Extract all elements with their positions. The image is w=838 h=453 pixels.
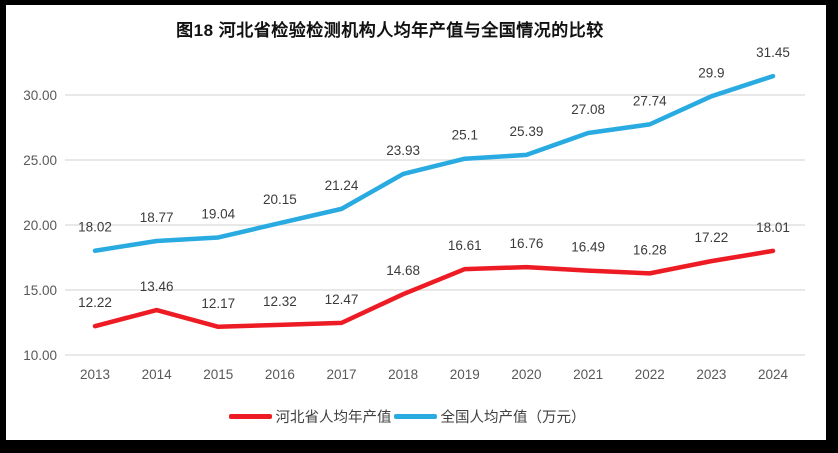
x-tick-label: 2016 (265, 367, 295, 382)
legend-label-hebei: 河北省人均年产值 (275, 410, 392, 426)
data-label: 18.02 (78, 220, 112, 235)
data-label: 16.61 (448, 238, 482, 253)
legend-label-national: 全国人均产值（万元） (440, 410, 586, 426)
data-label: 12.22 (78, 295, 112, 310)
legend: 河北省人均年产值 全国人均产值（万元） (6, 406, 808, 427)
y-tick-label: 15.00 (23, 283, 57, 298)
data-label: 18.77 (140, 210, 174, 225)
line-chart-plot-area: 10.00 15.00 20.00 25.00 30.00 2013 2014 2015 201… (23, 45, 805, 382)
data-label: 12.32 (263, 294, 297, 309)
data-label: 25.1 (452, 128, 478, 143)
data-label: 31.45 (756, 45, 790, 60)
data-label: 17.22 (694, 230, 728, 245)
data-label: 27.08 (571, 102, 605, 117)
data-label: 16.76 (510, 236, 544, 251)
data-label: 27.74 (633, 93, 667, 108)
x-tick-label: 2013 (80, 367, 110, 382)
series-line (92, 248, 776, 330)
data-label: 13.46 (140, 279, 174, 294)
blue-line-swatch-icon (393, 414, 437, 419)
data-label: 25.39 (510, 124, 544, 139)
x-tick-label: 2018 (388, 367, 418, 382)
data-label: 23.93 (386, 143, 420, 158)
data-label: 20.15 (263, 192, 297, 207)
y-tick-label: 10.00 (23, 348, 57, 363)
x-tick-label: 2024 (758, 367, 789, 382)
data-label: 29.9 (698, 65, 724, 80)
legend-item-hebei: 河北省人均年产值 (228, 406, 392, 427)
data-label: 12.17 (201, 296, 235, 311)
red-line-swatch-icon (228, 414, 272, 419)
x-tick-label: 2021 (573, 367, 603, 382)
x-tick-label: 2017 (327, 367, 357, 382)
y-tick-label: 20.00 (23, 218, 57, 233)
data-label: 12.47 (325, 292, 359, 307)
x-tick-label: 2023 (696, 367, 726, 382)
data-label: 16.28 (633, 242, 667, 257)
x-tick-label: 2015 (203, 367, 233, 382)
data-label: 19.04 (201, 206, 235, 221)
legend-item-national: 全国人均产值（万元） (393, 406, 586, 427)
chart-title: 图18 河北省检验检测机构人均年产值与全国情况的比较 (176, 21, 604, 40)
data-label: 18.01 (756, 220, 790, 235)
x-tick-label: 2020 (511, 367, 541, 382)
data-label: 14.68 (386, 263, 420, 278)
data-label: 16.49 (571, 240, 605, 255)
y-tick-label: 25.00 (23, 153, 57, 168)
x-tick-label: 2014 (142, 367, 173, 382)
y-tick-label: 30.00 (23, 88, 57, 103)
x-tick-label: 2019 (450, 367, 480, 382)
chart-canvas: 图18 河北省检验检测机构人均年产值与全国情况的比较 10.00 15.00 20.… (6, 5, 826, 440)
x-tick-label: 2022 (635, 367, 665, 382)
series-line (92, 73, 776, 253)
data-label: 21.24 (325, 178, 359, 193)
